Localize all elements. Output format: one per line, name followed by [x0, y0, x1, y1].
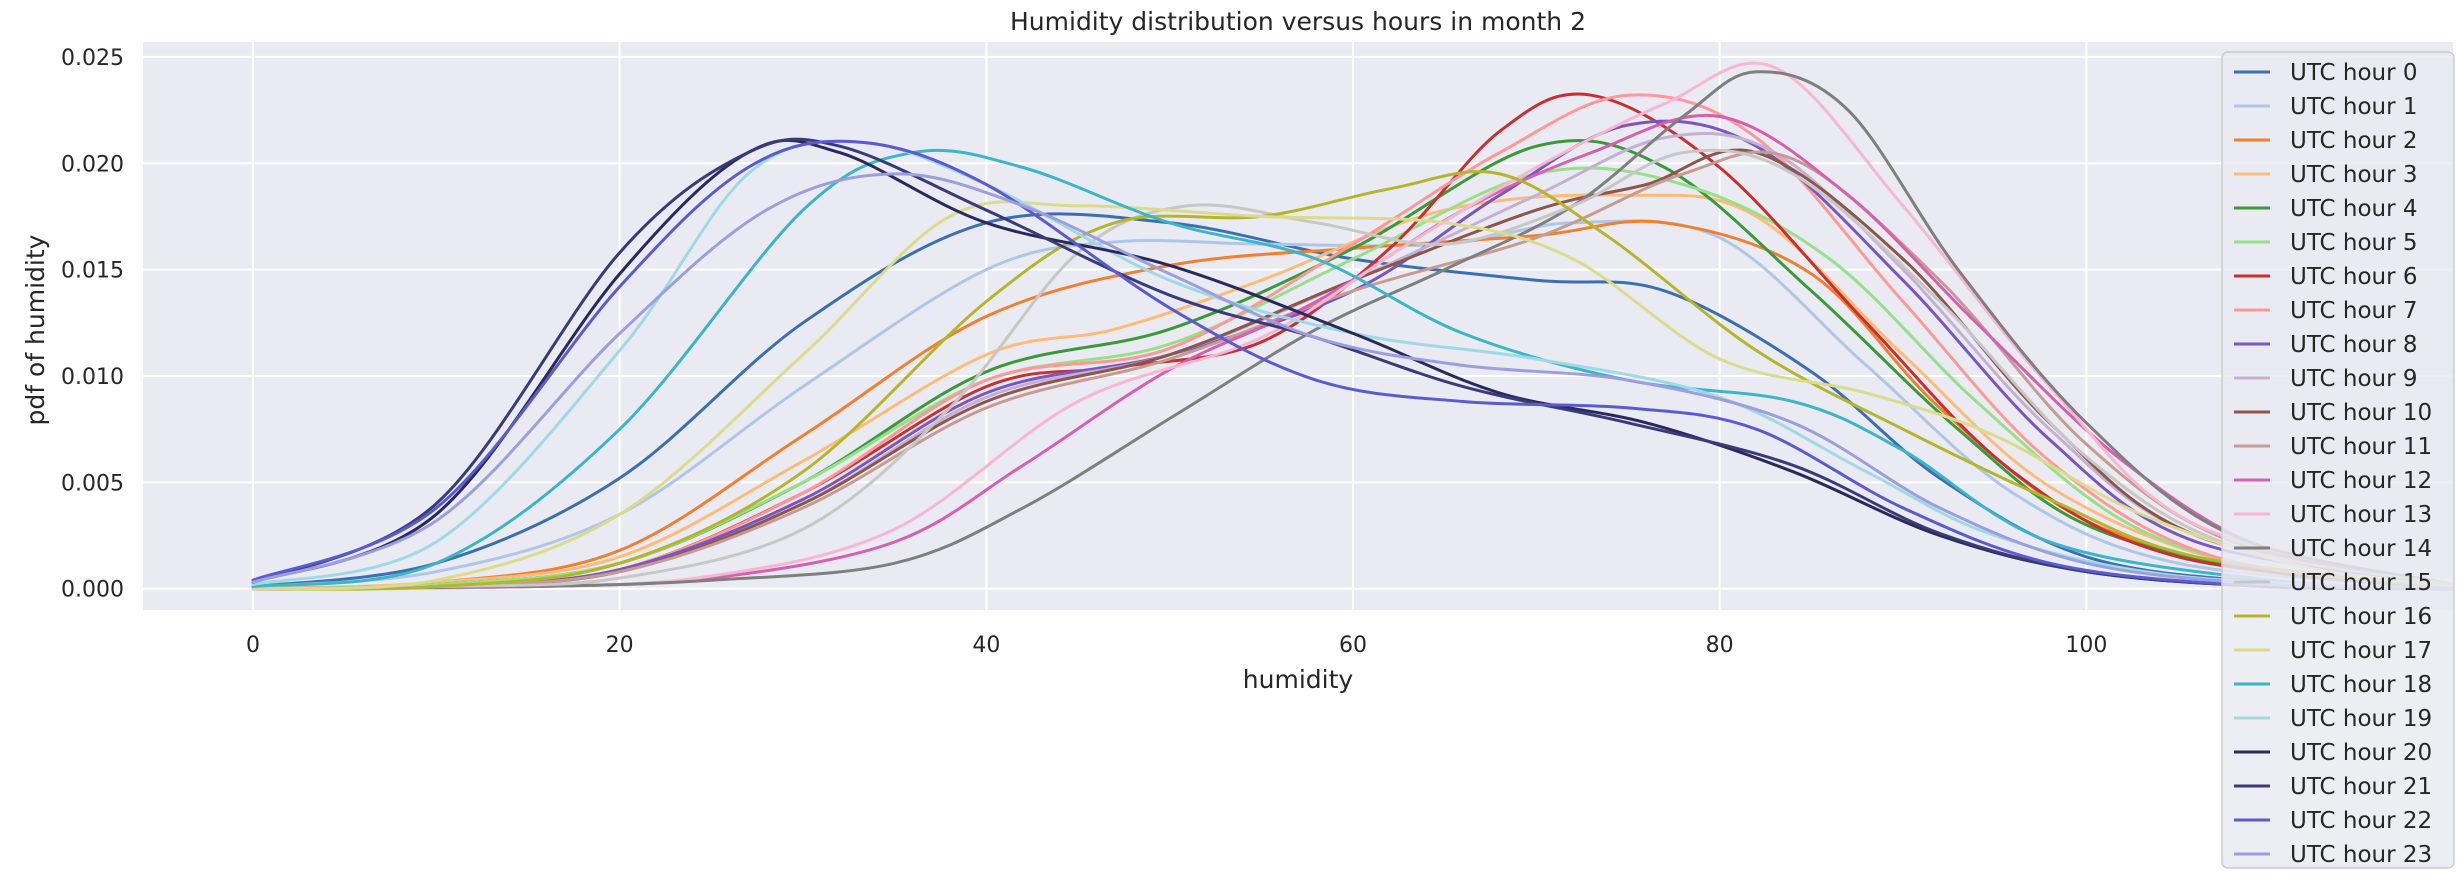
legend-label: UTC hour 22: [2290, 808, 2432, 834]
legend-label: UTC hour 3: [2290, 162, 2418, 188]
legend-label: UTC hour 18: [2290, 672, 2432, 698]
x-tick-label: 20: [606, 633, 634, 658]
series-line-hour-15: [251, 148, 2455, 591]
legend-box: [2221, 51, 2455, 869]
series-line-hour-13: [251, 61, 2455, 591]
legend-label: UTC hour 20: [2290, 740, 2432, 766]
legend-label: UTC hour 7: [2290, 298, 2418, 324]
legend-label: UTC hour 12: [2290, 468, 2432, 494]
chart-title: Humidity distribution versus hours in mo…: [1010, 7, 1586, 36]
legend-label: UTC hour 6: [2290, 264, 2418, 290]
legend-label: UTC hour 21: [2290, 774, 2432, 800]
legend-label: UTC hour 0: [2290, 60, 2418, 86]
legend-label: UTC hour 23: [2290, 842, 2432, 868]
series-line-hour-19: [251, 139, 2455, 591]
y-tick-label: 0.010: [61, 365, 124, 390]
legend-label: UTC hour 8: [2290, 332, 2418, 358]
series-line-hour-22: [251, 139, 2455, 591]
y-tick-label: 0.005: [61, 471, 124, 496]
series-lines: [251, 61, 2455, 591]
legend-label: UTC hour 10: [2290, 400, 2432, 426]
legend-label: UTC hour 16: [2290, 604, 2432, 630]
legend-label: UTC hour 17: [2290, 638, 2432, 664]
x-tick-label: 40: [972, 633, 1000, 658]
y-tick-label: 0.015: [61, 259, 124, 284]
series-line-hour-17: [251, 200, 2455, 591]
axis-ticks: 0 20 40 60 80 100 0.000 0.005 0.010 0.015 0.020 0.0…: [61, 46, 2107, 658]
legend-label: UTC hour 14: [2290, 536, 2432, 562]
legend-label: UTC hour 9: [2290, 366, 2418, 392]
series-line-hour-18: [251, 148, 2455, 591]
y-tick-label: 0.020: [61, 152, 124, 177]
legend-label: UTC hour 4: [2290, 196, 2418, 222]
legend-label: UTC hour 5: [2290, 230, 2418, 256]
x-tick-label: 80: [1706, 633, 1734, 658]
series-line-hour-1: [251, 219, 2455, 589]
series-line-hour-14: [251, 70, 2455, 591]
legend: UTC hour 0 UTC hour 1 UTC hour 2 UTC hour 3…: [2221, 51, 2455, 869]
y-tick-label: 0.025: [61, 46, 124, 71]
legend-label: UTC hour 11: [2290, 434, 2432, 460]
x-tick-label: 100: [2065, 633, 2107, 658]
legend-label: UTC hour 19: [2290, 706, 2432, 732]
series-line-hour-16: [251, 170, 2455, 591]
legend-label: UTC hour 13: [2290, 502, 2432, 528]
legend-label: UTC hour 1: [2290, 94, 2418, 120]
y-axis-label: pdf of humidity: [21, 234, 50, 425]
y-tick-label: 0.000: [61, 578, 124, 603]
legend-label: UTC hour 2: [2290, 128, 2418, 154]
x-tick-label: 0: [246, 633, 260, 658]
x-tick-label: 60: [1339, 633, 1367, 658]
series-line-hour-23: [251, 172, 2455, 591]
grid-lines: [143, 42, 2453, 610]
legend-label: UTC hour 15: [2290, 570, 2432, 596]
x-axis-label: humidity: [1243, 665, 1354, 694]
series-line-hour-11: [251, 150, 2455, 591]
